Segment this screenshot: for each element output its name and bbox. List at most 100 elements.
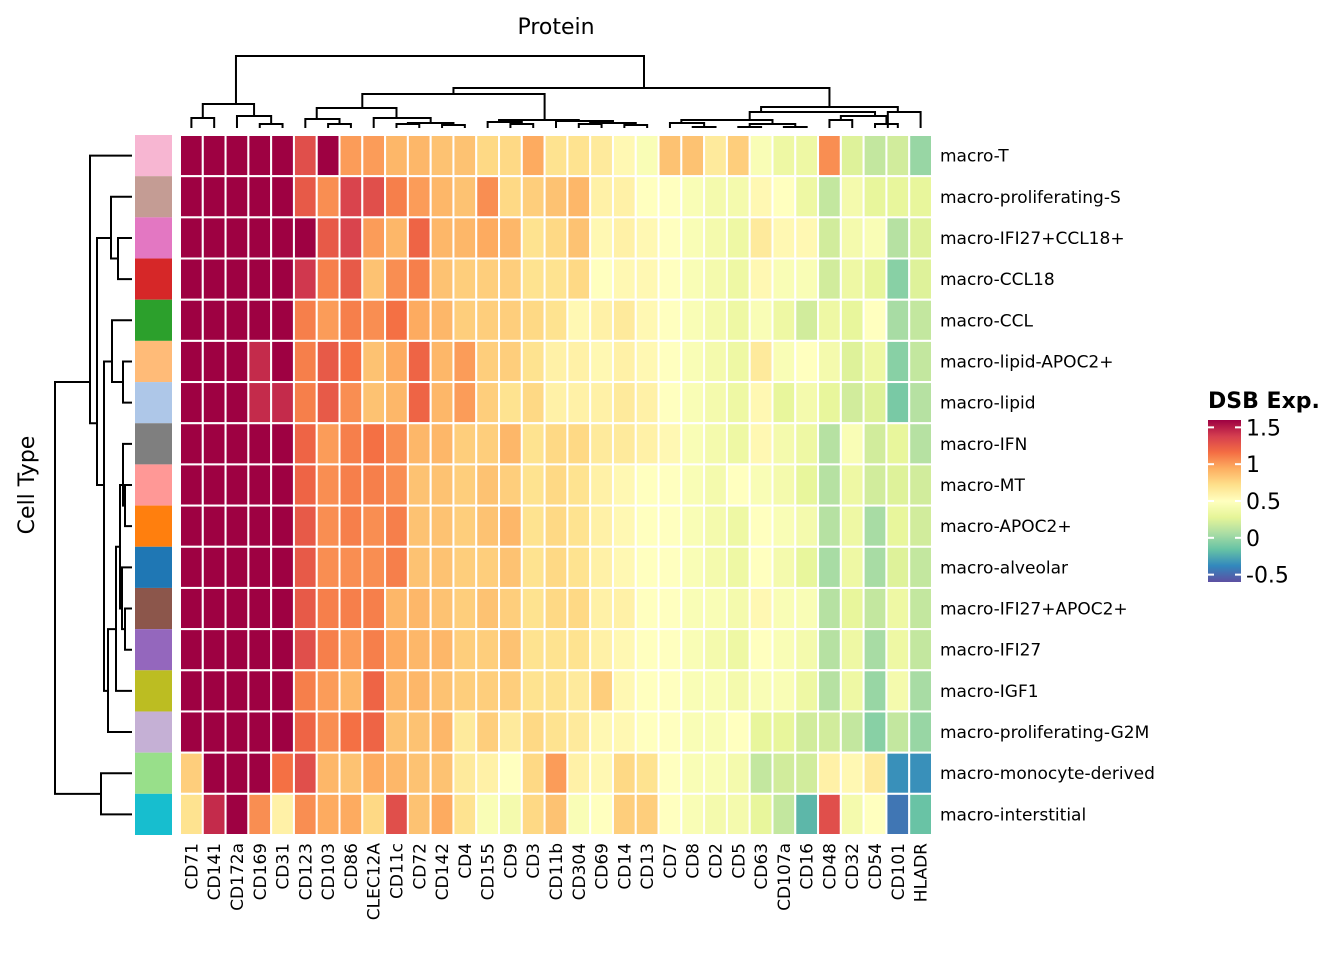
heatmap-cell [771, 339, 797, 384]
heatmap-cell [498, 134, 523, 178]
heatmap-cell [543, 586, 569, 631]
heatmap-cell [589, 710, 614, 754]
heatmap-cell [452, 216, 478, 260]
heatmap-cell [748, 710, 774, 754]
heatmap-cell [361, 422, 387, 466]
dendrogram-branch [452, 87, 831, 107]
heatmap-cell [566, 545, 592, 589]
heatmap-cell [543, 545, 569, 589]
dendrogram-branch [839, 115, 888, 124]
colorbar-tick-label: -0.5 [1246, 564, 1289, 589]
heatmap-cell [725, 175, 751, 219]
heatmap-cell [748, 257, 774, 301]
heatmap-cell [520, 463, 546, 507]
heatmap-cell [794, 751, 820, 795]
heatmap-cell [429, 751, 455, 795]
heatmap-cell [406, 257, 432, 301]
heatmap-cell [589, 422, 614, 466]
heatmap-cell [839, 751, 865, 795]
heatmap-cell [520, 134, 546, 178]
heatmap-cell [748, 422, 774, 466]
heatmap-cell [794, 463, 820, 507]
heatmap-cell [680, 134, 706, 178]
heatmap-cell [406, 751, 432, 795]
heatmap-cell [908, 422, 933, 466]
heatmap-cell [611, 669, 637, 713]
column-label: CD123 [296, 843, 316, 900]
heatmap-cell [794, 216, 820, 260]
heatmap-cell [725, 339, 751, 384]
heatmap-cell [566, 175, 592, 219]
heatmap-cell [885, 628, 911, 672]
heatmap-cell [498, 751, 523, 795]
dendrogram-branch [828, 119, 854, 128]
heatmap-cell [566, 134, 592, 178]
heatmap-cell [498, 710, 523, 754]
heatmap-cell [748, 504, 774, 548]
row-label: macro-IFI27 [940, 641, 1041, 661]
heatmap-cell [839, 175, 865, 219]
heatmap-cell [475, 298, 501, 342]
column-label: CD72 [410, 843, 430, 890]
heatmap-cell [657, 257, 683, 301]
heatmap-cell [794, 134, 820, 178]
heatmap-cell [817, 134, 842, 178]
heatmap-cell [543, 463, 569, 507]
heatmap-cell [361, 669, 387, 713]
heatmap-cell [680, 339, 706, 384]
heatmap-cell [201, 463, 227, 507]
row-label: macro-lipid [940, 394, 1036, 414]
heatmap-cell [817, 751, 842, 795]
heatmap-cell [498, 339, 523, 384]
heatmap-cell [247, 710, 273, 754]
heatmap-cell [566, 586, 592, 631]
heatmap-cell [452, 381, 478, 425]
heatmap-cell [862, 628, 888, 672]
row-color-swatch [135, 217, 172, 259]
heatmap-cell [429, 628, 455, 672]
heatmap-cell [384, 339, 409, 384]
heatmap-cell [315, 586, 341, 631]
heatmap-cell [680, 669, 706, 713]
column-label: CD54 [866, 843, 886, 890]
heatmap-cell [794, 628, 820, 672]
heatmap-cell [384, 298, 409, 342]
heatmap-cell [292, 545, 318, 589]
heatmap-cell [680, 586, 706, 631]
heatmap-cell [634, 545, 660, 589]
heatmap-cell [680, 463, 706, 507]
heatmap-cell [862, 586, 888, 631]
heatmap-cell [543, 298, 569, 342]
heatmap-cell [566, 422, 592, 466]
column-label: CD9 [501, 843, 521, 879]
heatmap-cell [475, 381, 501, 425]
heatmap-cell [725, 422, 751, 466]
heatmap-cell [839, 381, 865, 425]
heatmap-cell [862, 257, 888, 301]
heatmap-cell [498, 463, 523, 507]
heatmap-cell [794, 381, 820, 425]
heatmap-cell [520, 628, 546, 672]
heatmap-cell [634, 710, 660, 754]
heatmap-cell [589, 175, 614, 219]
heatmap-cell [908, 628, 933, 672]
heatmap-cell [748, 381, 774, 425]
heatmap-cell [520, 669, 546, 713]
heatmap-cell [201, 751, 227, 795]
heatmap-cell [429, 545, 455, 589]
dendrogram-branch [441, 124, 466, 128]
heatmap-cell [657, 586, 683, 631]
heatmap-cell [680, 175, 706, 219]
heatmap-cell [406, 669, 432, 713]
heatmap-cell [885, 463, 911, 507]
heatmap-cell [429, 216, 455, 260]
heatmap-cell [771, 669, 797, 713]
dendrogram-branch [117, 236, 132, 281]
heatmap-cell [292, 710, 318, 754]
heatmap-cell [475, 134, 501, 178]
heatmap-cell [748, 216, 774, 260]
heatmap-cell [520, 422, 546, 466]
heatmap-cell [384, 586, 409, 631]
heatmap-cell [703, 751, 728, 795]
heatmap-cell [862, 792, 888, 837]
